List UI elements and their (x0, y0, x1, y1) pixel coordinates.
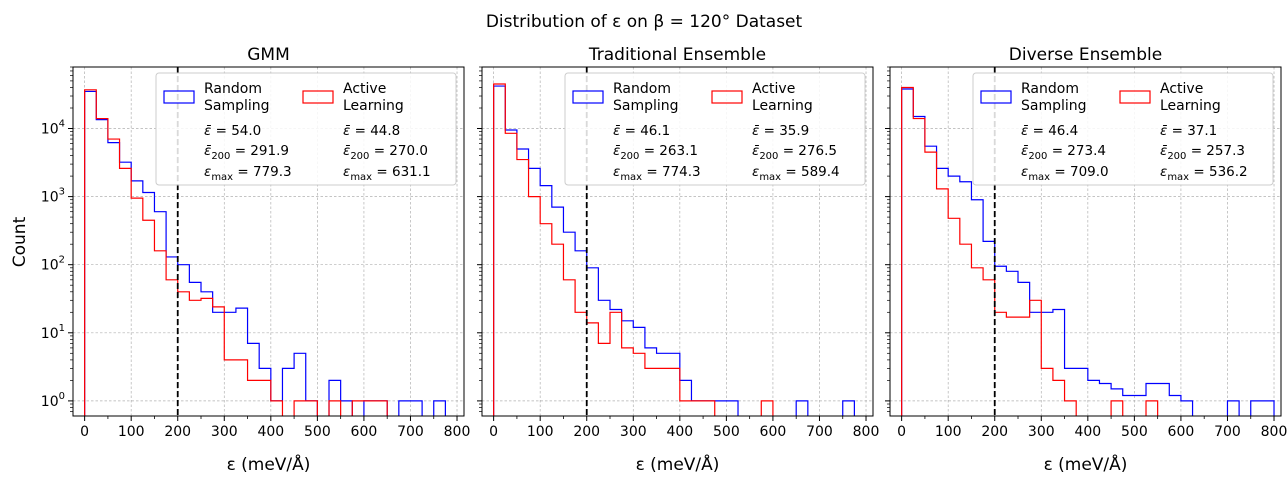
axes-frame (481, 66, 874, 417)
legend-stat-max: εmax = 709.0 (1021, 164, 1109, 183)
x-tick-label: 700 (806, 424, 833, 440)
histogram-active-learning (84, 89, 388, 416)
x-tick-label: 200 (164, 424, 191, 440)
y-tick-label: 104 (41, 118, 65, 137)
legend-label: Sampling (1021, 98, 1087, 114)
panel-3: Diverse Ensemble 0 100 200 300 400 500 600 700 80… (885, 45, 1287, 475)
x-tick-label: 400 (257, 424, 284, 440)
legend-stat-mean: ε̄ = 46.4 (1021, 123, 1078, 139)
x-tick-label: 500 (304, 424, 331, 440)
panel-1: GMM 0 100 200 300 400 500 600 700 800 100 101 102 103… (41, 45, 471, 475)
x-tick-label: 500 (1121, 424, 1148, 440)
x-tick-label: 200 (981, 424, 1008, 440)
legend-label: Active (1160, 81, 1203, 97)
legend-stat-mean: ε̄ = 37.1 (1160, 123, 1217, 139)
x-axis-label: ε (meV/Å) (227, 453, 311, 475)
y-tick-label: 101 (41, 323, 65, 342)
legend-label: Learning (1160, 98, 1221, 114)
legend-swatch (1119, 90, 1151, 104)
x-tick-label: 600 (1168, 424, 1195, 440)
legend-stat-max: εmax = 536.2 (1160, 164, 1248, 183)
legend-label: Sampling (204, 98, 270, 114)
x-tick-label: 800 (1261, 424, 1288, 440)
legend-swatch (980, 90, 1012, 104)
x-tick-label: 0 (489, 424, 498, 440)
histogram-active-learning (493, 83, 774, 416)
legend-label: Learning (343, 98, 404, 114)
legend-stat-max: εmax = 589.4 (752, 164, 840, 183)
legend-stat-max: εmax = 774.3 (613, 164, 701, 183)
legend-label: Random (1021, 81, 1079, 97)
legend-stat-mean200: ε̄200 = 263.1 (613, 143, 698, 162)
legend-stat-max: εmax = 631.1 (343, 164, 431, 183)
legend-label: Random (613, 81, 671, 97)
x-tick-label: 100 (527, 424, 554, 440)
x-axis-label: ε (meV/Å) (1044, 453, 1128, 475)
panel-title: Traditional Ensemble (588, 45, 766, 65)
histogram-random-sampling (901, 88, 1275, 416)
legend-stat-mean200: ε̄200 = 257.3 (1160, 143, 1245, 162)
legend-swatch (302, 90, 334, 104)
y-tick-label: 100 (41, 391, 65, 410)
x-tick-label: 800 (853, 424, 880, 440)
x-tick-label: 600 (351, 424, 378, 440)
x-tick-label: 500 (713, 424, 740, 440)
legend-stat-mean: ε̄ = 44.8 (343, 123, 400, 139)
figure-title: Distribution of ε on β = 120° Dataset (486, 12, 803, 32)
x-tick-label: 700 (1214, 424, 1241, 440)
y-tick-label: 102 (41, 255, 65, 274)
legend-swatch (711, 90, 743, 104)
x-tick-label: 600 (760, 424, 787, 440)
legend-stat-mean200: ε̄200 = 276.5 (752, 143, 837, 162)
y-axis-label: Count (10, 216, 30, 267)
legend-label: Active (752, 81, 795, 97)
x-tick-label: 0 (80, 424, 89, 440)
legend-stat-max: εmax = 779.3 (204, 164, 292, 183)
x-tick-label: 0 (897, 424, 906, 440)
histogram-active-learning (901, 86, 1159, 416)
x-tick-label: 200 (573, 424, 600, 440)
x-tick-label: 300 (1028, 424, 1055, 440)
axes-frame (72, 66, 465, 417)
x-tick-label: 100 (935, 424, 962, 440)
panel-2: Traditional Ensemble 0 100 200 300 400 500 600 7… (477, 45, 879, 475)
legend-swatch (572, 90, 604, 104)
panels: GMM 0 100 200 300 400 500 600 700 800 100 101 102 103… (41, 45, 1288, 475)
legend-stat-mean200: ε̄200 = 270.0 (343, 143, 428, 162)
legend-stat-mean200: ε̄200 = 273.4 (1021, 143, 1106, 162)
legend-label: Random (204, 81, 262, 97)
axes-frame (889, 66, 1282, 417)
x-tick-label: 300 (620, 424, 647, 440)
x-tick-label: 700 (397, 424, 424, 440)
x-axis-label: ε (meV/Å) (636, 453, 720, 475)
legend-label: Active (343, 81, 386, 97)
legend-stat-mean: ε̄ = 46.1 (613, 123, 670, 139)
x-tick-label: 800 (444, 424, 471, 440)
legend-swatch (163, 90, 195, 104)
legend-box (564, 72, 866, 186)
legend-stat-mean: ε̄ = 54.0 (204, 123, 261, 139)
x-tick-label: 400 (1074, 424, 1101, 440)
legend-label: Sampling (613, 98, 679, 114)
legend-stat-mean: ε̄ = 35.9 (752, 123, 809, 139)
x-tick-label: 400 (666, 424, 693, 440)
legend-stat-mean200: ε̄200 = 291.9 (204, 143, 289, 162)
panel-title: GMM (247, 45, 290, 65)
x-tick-label: 300 (211, 424, 238, 440)
histogram-random-sampling (493, 85, 855, 416)
histogram-random-sampling (84, 90, 446, 416)
x-tick-label: 100 (118, 424, 145, 440)
panel-title: Diverse Ensemble (1009, 45, 1162, 65)
legend-box (972, 72, 1274, 186)
legend-label: Learning (752, 98, 813, 114)
legend-box (155, 72, 457, 186)
y-tick-label: 103 (41, 187, 65, 206)
